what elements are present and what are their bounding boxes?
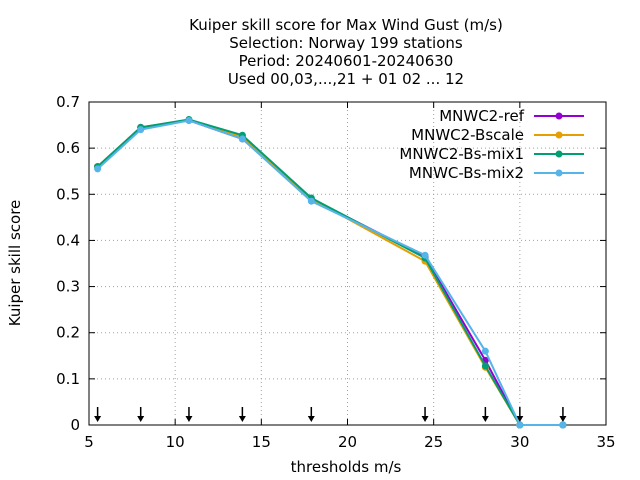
- data-point: [481, 347, 489, 355]
- threshold-marker-arrow: [421, 407, 429, 422]
- legend-swatch-point: [555, 131, 563, 139]
- x-tick-label: 25: [424, 433, 443, 451]
- data-point: [516, 421, 524, 429]
- chart-title: Kuiper skill score for Max Wind Gust (m/…: [189, 16, 503, 88]
- y-tick-label: 0.7: [56, 93, 80, 111]
- x-tick-label: 30: [510, 433, 529, 451]
- threshold-marker-arrow: [481, 407, 489, 422]
- title-line-4: Used 00,03,...,21 + 01 02 ... 12: [228, 70, 464, 88]
- legend-entry: MNWC2-Bs-mix1: [399, 145, 584, 163]
- threshold-marker-head: [137, 416, 145, 422]
- data-point: [421, 251, 429, 259]
- data-point: [307, 197, 315, 205]
- threshold-marker-head: [516, 416, 524, 422]
- threshold-marker-head: [94, 416, 102, 422]
- legend-swatch-point: [555, 150, 563, 158]
- threshold-marker-arrow: [94, 407, 102, 422]
- y-tick-label: 0.2: [56, 324, 80, 342]
- series-lines: [94, 116, 567, 429]
- legend-label: MNWC2-Bs-mix1: [399, 145, 524, 163]
- legend: MNWC2-refMNWC2-BscaleMNWC2-Bs-mix1MNWC-B…: [399, 107, 584, 182]
- threshold-marker-arrow: [559, 407, 567, 422]
- title-line-2: Selection: Norway 199 stations: [229, 34, 463, 52]
- legend-label: MNWC2-Bscale: [411, 126, 524, 144]
- threshold-marker-head: [238, 416, 246, 422]
- y-tick-label: 0.6: [56, 139, 80, 157]
- y-tick-label: 0.1: [56, 370, 80, 388]
- title-line-3: Period: 20240601-20240630: [239, 52, 454, 70]
- threshold-marker-arrow: [185, 407, 193, 422]
- threshold-marker-head: [559, 416, 567, 422]
- threshold-marker-head: [421, 416, 429, 422]
- threshold-marker-head: [307, 416, 315, 422]
- x-axis-label: thresholds m/s: [291, 458, 402, 476]
- legend-entry: MNWC2-Bscale: [411, 126, 584, 144]
- x-tick-label: 10: [166, 433, 185, 451]
- threshold-marker-arrow: [516, 407, 524, 422]
- y-tick-label: 0.3: [56, 278, 80, 296]
- legend-swatch-point: [555, 112, 563, 120]
- data-point: [185, 116, 193, 124]
- y-tick-label: 0: [70, 416, 80, 434]
- threshold-marker-head: [185, 416, 193, 422]
- legend-swatch-point: [555, 169, 563, 177]
- legend-entry: MNWC2-ref: [439, 107, 584, 125]
- x-tick-label: 20: [338, 433, 357, 451]
- data-point: [559, 421, 567, 429]
- x-tick-label: 35: [596, 433, 615, 451]
- threshold-marker-arrow: [307, 407, 315, 422]
- grid: [89, 102, 606, 425]
- title-line-1: Kuiper skill score for Max Wind Gust (m/…: [189, 16, 503, 34]
- data-point: [137, 126, 145, 134]
- x-tick-label: 15: [252, 433, 271, 451]
- data-point: [481, 362, 489, 370]
- y-tick-label: 0.4: [56, 231, 80, 249]
- threshold-markers: [94, 407, 567, 422]
- data-point: [238, 135, 246, 143]
- legend-label: MNWC2-ref: [439, 107, 524, 125]
- y-tick-label: 0.5: [56, 185, 80, 203]
- x-tick-label: 5: [84, 433, 94, 451]
- legend-label: MNWC-Bs-mix2: [409, 164, 524, 182]
- series-3: [94, 116, 567, 429]
- y-axis-label: Kuiper skill score: [6, 200, 24, 327]
- legend-entry: MNWC-Bs-mix2: [409, 164, 584, 182]
- threshold-marker-head: [481, 416, 489, 422]
- data-point: [94, 165, 102, 173]
- threshold-marker-arrow: [238, 407, 246, 422]
- threshold-marker-arrow: [137, 407, 145, 422]
- axes: 5 10 15 20 25 30 35 0 0.1 0.2 0.3 0.4 0.5 0.6 0.7: [56, 93, 615, 451]
